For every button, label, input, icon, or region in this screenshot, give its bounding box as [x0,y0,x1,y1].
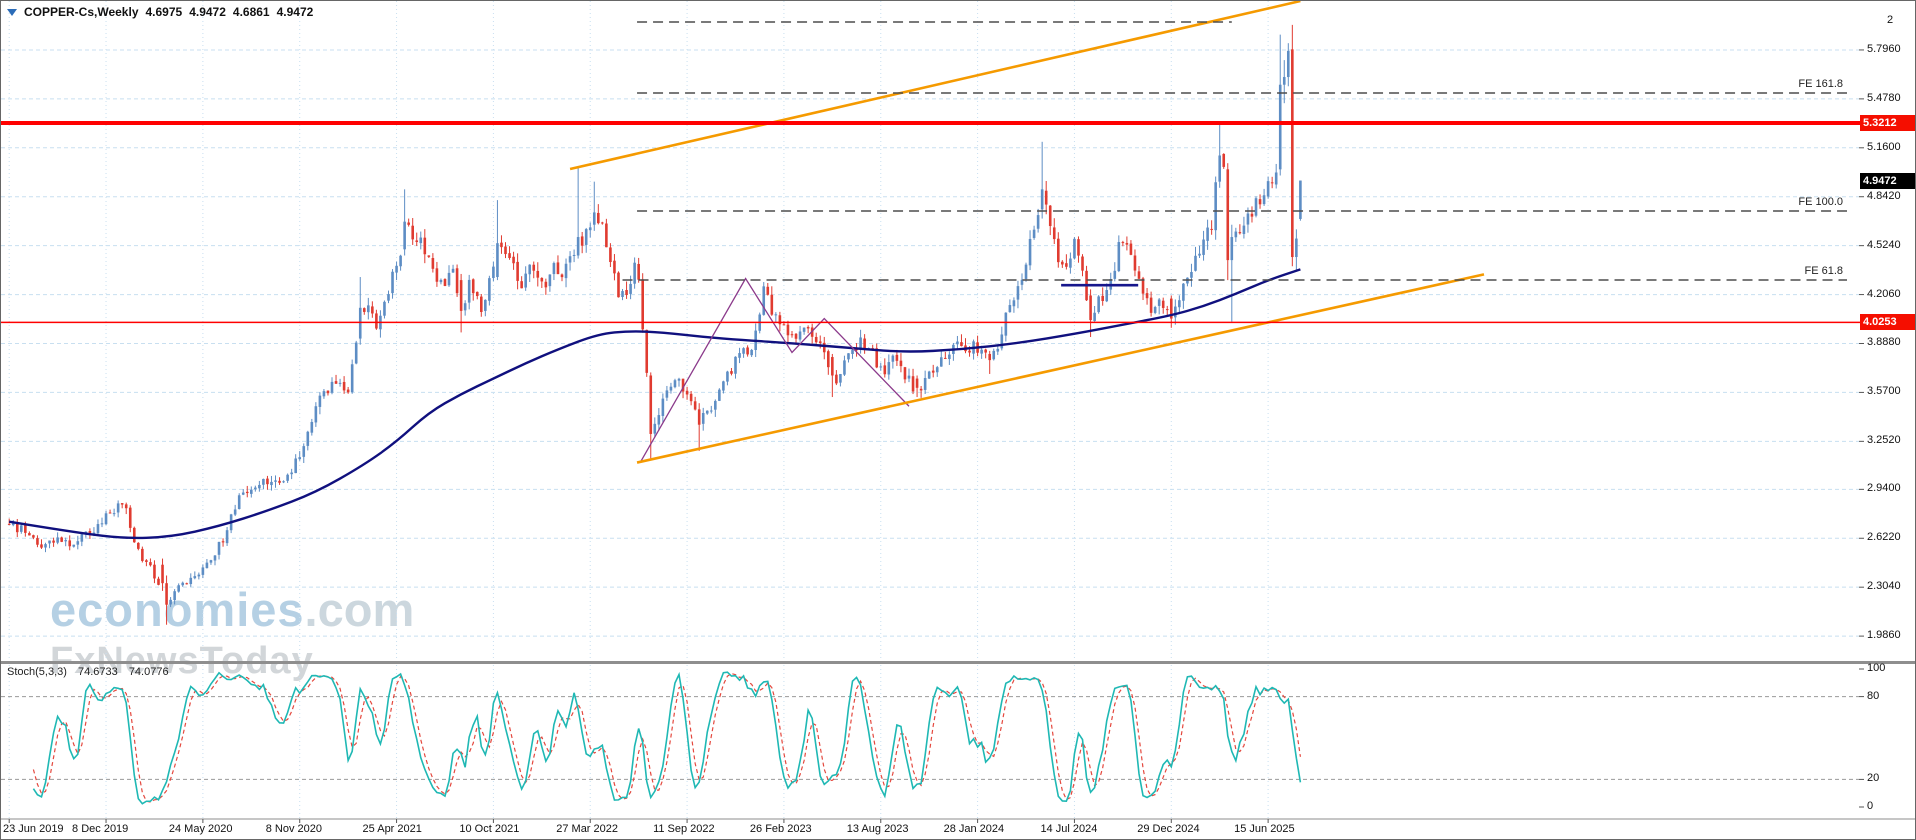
ohlc-high: 4.9472 [189,5,226,19]
stochastic-indicator-label: Stoch(5,3,3) 74.6733 74.0776 [7,666,177,678]
stochastic-main-line [32,671,1302,805]
ohlc-open: 4.6975 [145,5,183,19]
watermark-brand-suffix: .com [304,583,415,636]
symbol-dropdown-icon[interactable] [7,8,17,16]
zigzag-pattern [640,277,910,462]
chart-header: COPPER-Cs,Weekly 4.6975 4.9472 4.6861 4.… [7,5,313,19]
symbol-timeframe-label: COPPER-Cs,Weekly [24,5,139,19]
stochastic-signal-value: 74.0776 [128,666,169,678]
watermark-brand-text: economies [50,583,305,636]
ohlc-low: 4.6861 [232,5,270,19]
stochastic-main-value: 74.6733 [77,666,118,678]
ohlc-close: 4.9472 [276,5,314,19]
moving-average-line [9,268,1301,540]
stochastic-name: Stoch(5,3,3) [7,666,67,678]
candlestick-series [7,24,1302,625]
trendline [636,273,1485,464]
watermark-brand: economies.com [50,585,414,634]
panel-separator [1,661,1915,664]
trendline [569,1,1301,171]
stochastic-signal-line [32,672,1301,803]
